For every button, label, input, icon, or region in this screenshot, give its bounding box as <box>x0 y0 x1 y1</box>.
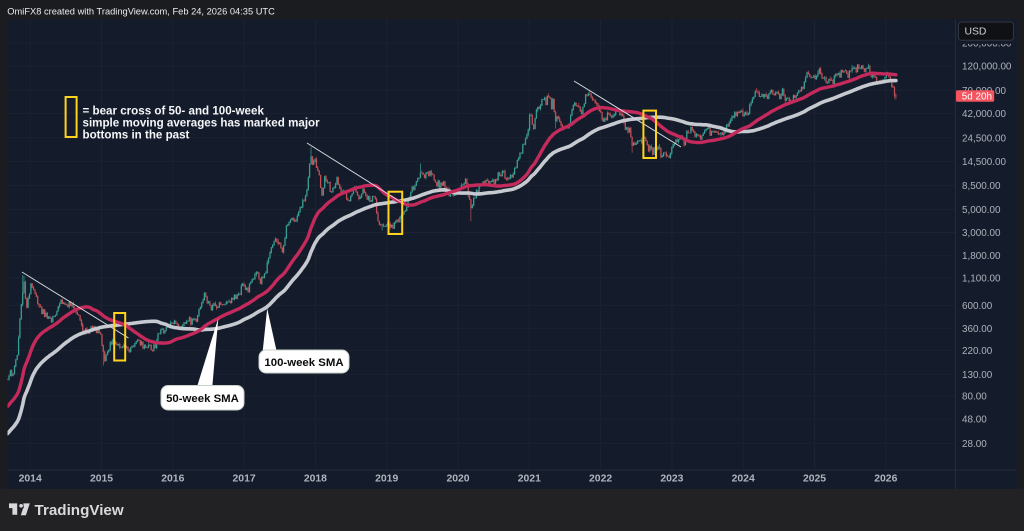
svg-text:100-week SMA: 100-week SMA <box>264 357 343 369</box>
svg-text:1,100.00: 1,100.00 <box>962 273 1001 284</box>
svg-text:2022: 2022 <box>589 474 612 485</box>
svg-text:24,500.00: 24,500.00 <box>962 133 1006 144</box>
svg-text:120,000.00: 120,000.00 <box>962 62 1012 73</box>
svg-text:simple moving averages has mar: simple moving averages has marked major <box>83 117 321 130</box>
svg-text:50-week SMA: 50-week SMA <box>166 393 239 405</box>
svg-text:2025: 2025 <box>803 474 826 485</box>
svg-text:2024: 2024 <box>732 474 755 485</box>
svg-text:2018: 2018 <box>304 474 327 485</box>
svg-text:TradingView: TradingView <box>35 502 124 519</box>
svg-text:14,500.00: 14,500.00 <box>962 157 1006 168</box>
svg-text:2014: 2014 <box>19 474 42 485</box>
svg-text:bottoms in the past: bottoms in the past <box>83 129 190 142</box>
svg-text:USD: USD <box>965 27 987 38</box>
svg-text:28.00: 28.00 <box>962 439 987 450</box>
svg-text:5d 20h: 5d 20h <box>962 91 992 102</box>
svg-text:2015: 2015 <box>90 474 113 485</box>
svg-text:OmiFX8 created with TradingVie: OmiFX8 created with TradingView.com, Feb… <box>7 6 275 16</box>
svg-text:8,500.00: 8,500.00 <box>962 181 1001 192</box>
svg-text:2017: 2017 <box>233 474 256 485</box>
svg-text:= bear cross of 50- and 100-we: = bear cross of 50- and 100-week <box>83 105 265 118</box>
svg-text:200,000.00: 200,000.00 <box>962 39 1012 50</box>
svg-text:2016: 2016 <box>161 474 184 485</box>
svg-text:130.00: 130.00 <box>962 370 993 381</box>
svg-text:2019: 2019 <box>375 474 398 485</box>
svg-text:3,000.00: 3,000.00 <box>962 228 1001 239</box>
svg-text:42,000.00: 42,000.00 <box>962 109 1006 120</box>
svg-text:2023: 2023 <box>660 474 683 485</box>
svg-text:5,000.00: 5,000.00 <box>962 205 1001 216</box>
svg-text:600.00: 600.00 <box>962 301 993 312</box>
svg-text:2020: 2020 <box>446 474 469 485</box>
svg-text:220.00: 220.00 <box>962 346 993 357</box>
svg-text:1,800.00: 1,800.00 <box>962 251 1001 262</box>
svg-text:80.00: 80.00 <box>962 392 987 403</box>
svg-text:360.00: 360.00 <box>962 324 993 335</box>
svg-text:48.00: 48.00 <box>962 415 987 426</box>
svg-text:2026: 2026 <box>874 474 897 485</box>
svg-text:2021: 2021 <box>518 474 541 485</box>
